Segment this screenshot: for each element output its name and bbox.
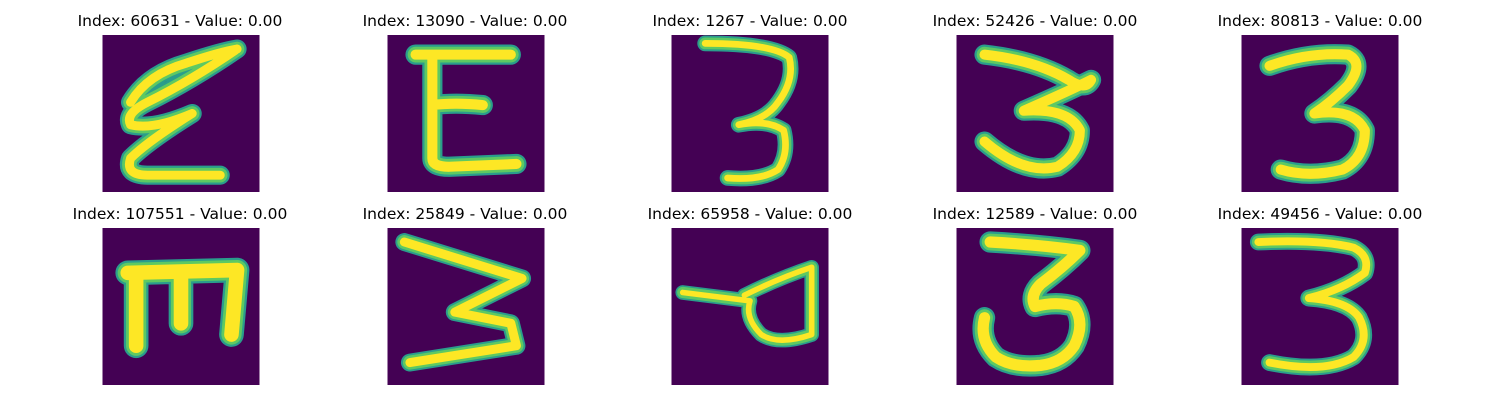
- cell-title: Index: 107551 - Value: 0.00: [72, 205, 288, 223]
- glyph-stroke: [395, 233, 532, 372]
- written-3-image: [956, 35, 1114, 192]
- written-3-image: [1241, 35, 1399, 192]
- glyph-stroke: [405, 44, 527, 177]
- glyph-stroke: [1249, 232, 1375, 376]
- cell-title: Index: 1267 - Value: 0.00: [652, 12, 848, 30]
- cell-title: Index: 65958 - Value: 0.00: [647, 205, 853, 223]
- cell-title: Index: 12589 - Value: 0.00: [932, 205, 1138, 223]
- cell-title: Index: 49456 - Value: 0.00: [1217, 205, 1423, 223]
- cell-title: Index: 60631 - Value: 0.00: [77, 12, 283, 30]
- cell-title: Index: 25849 - Value: 0.00: [362, 205, 568, 223]
- written-3-image: [1241, 228, 1399, 385]
- written-e-image: [102, 228, 260, 385]
- cell-title: Index: 13090 - Value: 0.00: [362, 12, 568, 30]
- cell-title: Index: 52426 - Value: 0.00: [932, 12, 1138, 30]
- cell-title: Index: 80813 - Value: 0.00: [1217, 12, 1423, 30]
- written-zigzag-image: [387, 228, 545, 385]
- written-e-zigzag-image: [102, 35, 260, 192]
- written-3-image: [956, 228, 1114, 385]
- glyph-stroke: [972, 231, 1091, 377]
- glyph-stroke: [974, 44, 1102, 179]
- written-e-image: [387, 35, 545, 192]
- glyph-stroke: [697, 35, 799, 187]
- glyph-stroke: [675, 259, 819, 348]
- written-loop-stroke-image: [671, 228, 829, 385]
- glyph-stroke: [119, 39, 247, 185]
- written-3-image: [671, 35, 829, 192]
- glyph-stroke: [115, 257, 250, 359]
- glyph-stroke: [1259, 44, 1375, 184]
